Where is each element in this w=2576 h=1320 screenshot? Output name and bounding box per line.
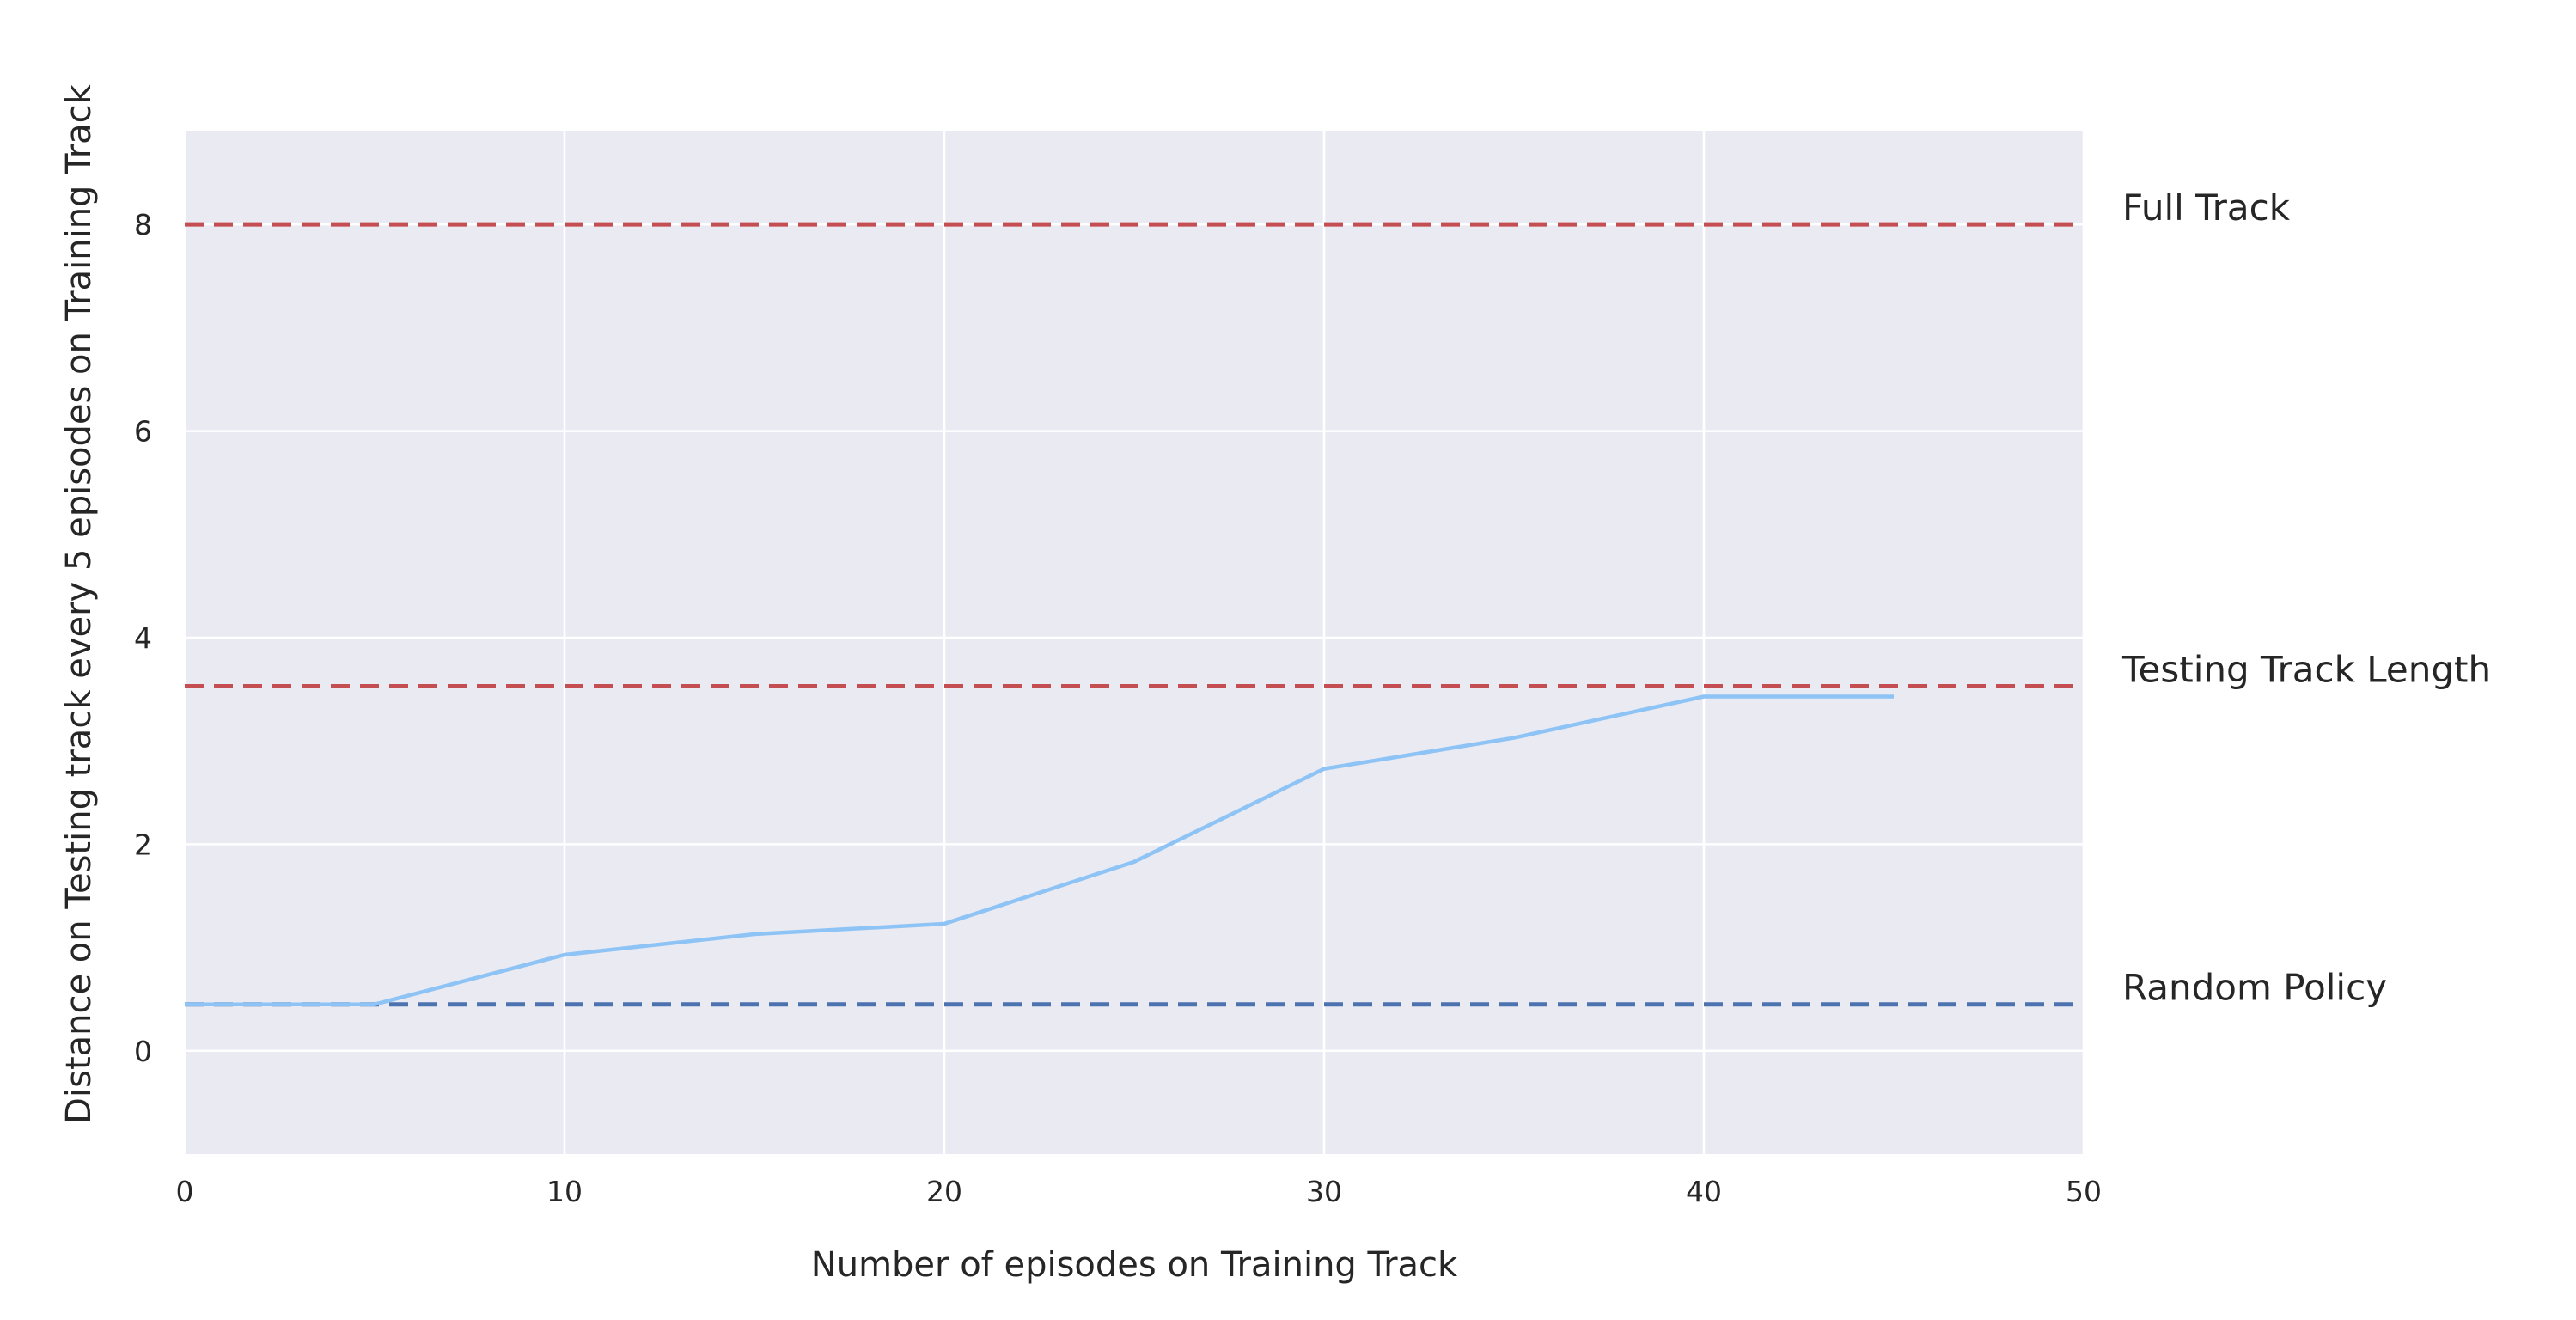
grid-lines xyxy=(183,131,2085,1154)
y-tick-label: 4 xyxy=(134,621,152,655)
y-tick-label: 8 xyxy=(134,208,152,241)
x-tick-label: 0 xyxy=(176,1175,194,1208)
reference-lines: Full Track Testing Track Length Random Pol… xyxy=(185,186,2491,1009)
y-axis-label: Distance on Testing track every 5 episod… xyxy=(59,83,99,1123)
x-tick-label: 30 xyxy=(1306,1175,1342,1208)
x-tick-label: 20 xyxy=(926,1175,962,1208)
x-tick-label: 10 xyxy=(546,1175,583,1208)
x-tick-label: 50 xyxy=(2066,1175,2102,1208)
y-tick-label: 6 xyxy=(134,415,152,449)
series-line xyxy=(185,694,1894,1006)
y-axis-ticks: 0 2 4 6 8 xyxy=(134,208,152,1068)
reference-line-label: Full Track xyxy=(2122,186,2291,229)
y-tick-label: 0 xyxy=(134,1035,152,1068)
x-axis-label: Number of episodes on Training Track xyxy=(811,1245,1458,1285)
data-series xyxy=(184,694,1895,1006)
y-tick-label: 2 xyxy=(134,828,152,861)
x-tick-label: 40 xyxy=(1686,1175,1722,1208)
reference-line-label: Testing Track Length xyxy=(2121,648,2491,690)
plot-area xyxy=(185,131,2084,1154)
x-axis-ticks: 0 10 20 30 40 50 xyxy=(176,1175,2103,1208)
reference-line-label: Random Policy xyxy=(2122,967,2387,1009)
